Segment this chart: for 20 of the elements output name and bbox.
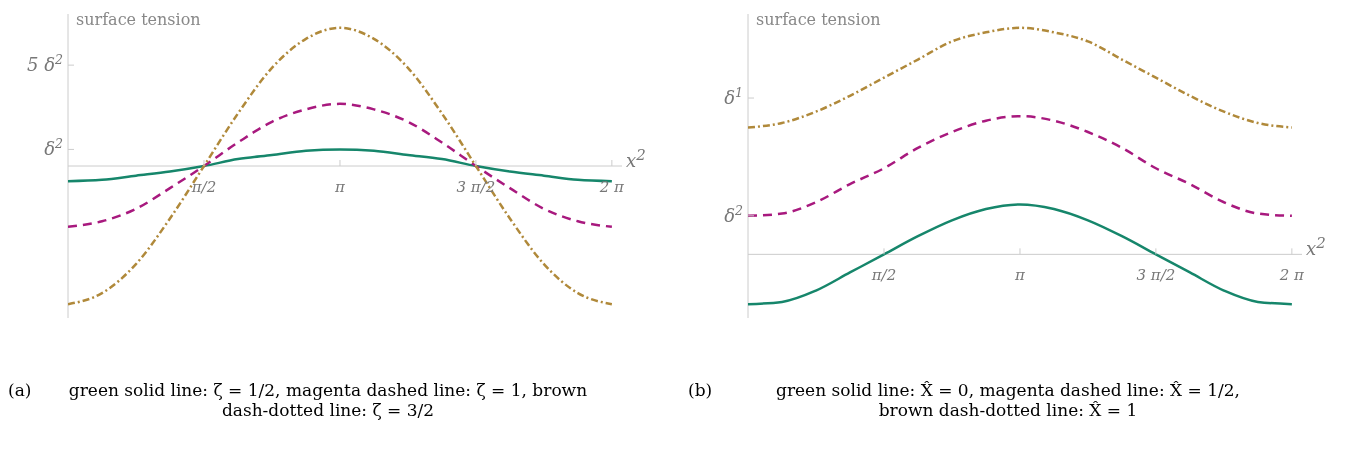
text: δ$^{2}$ — [44, 135, 63, 160]
x-tick-label: π — [1014, 266, 1027, 285]
text: δ$^{2}$ — [724, 202, 743, 226]
text: 5 δ$^{2}$ — [26, 51, 63, 76]
y-axis-title: surface tension — [76, 10, 201, 29]
x-axis-title: x$^{2}$ — [1306, 234, 1326, 260]
text: green solid line: ζ = 1/2, magenta dashed line: ζ = 1, brown dash-dotted line: ζ = 3/2 — [68, 380, 588, 420]
x-tick-label: 3 π/2 — [1136, 266, 1176, 285]
text: green solid line: X̂ = 0, magenta dashed line: X̂ = 1/2, brown dash-dotted line: X̂ = 1 — [776, 380, 1240, 420]
text: δ$^{1}$ — [724, 84, 743, 109]
text: (a) — [8, 380, 32, 400]
x-tick-label: π/2 — [870, 266, 897, 285]
x-tick-label: π — [334, 178, 347, 196]
x-tick-label: 2 π — [598, 178, 626, 196]
x-tick-label: 2 π — [1278, 266, 1306, 285]
text: (b) — [688, 380, 713, 400]
x-tick-label: π/2 — [190, 178, 217, 196]
x-tick-label: 3 π/2 — [456, 178, 496, 196]
y-axis-title: surface tension — [756, 10, 881, 29]
x-axis-title: x$^{2}$ — [626, 146, 646, 171]
